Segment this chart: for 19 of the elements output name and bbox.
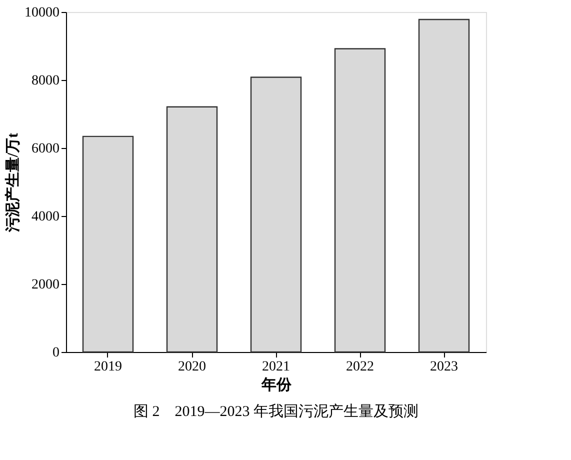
bar	[334, 48, 386, 353]
y-tick-label: 0	[52, 346, 60, 360]
x-tick-label: 2020	[178, 360, 206, 374]
bar	[166, 106, 218, 353]
bar	[250, 76, 302, 353]
x-tick-label: 2023	[430, 360, 458, 374]
caption: 图 2 2019—2023 年我国污泥产生量及预测	[134, 403, 418, 420]
y-tick-label: 8000	[32, 74, 60, 88]
bar	[418, 18, 470, 353]
y-axis-title: 污泥产生量/万t	[4, 132, 22, 234]
x-tick-label: 2022	[346, 360, 374, 374]
x-tick-label: 2021	[262, 360, 290, 374]
x-tick-label: 2019	[94, 360, 122, 374]
x-axis-title: 年份	[260, 376, 292, 394]
bar	[82, 136, 134, 353]
y-tick-label: 6000	[32, 142, 60, 156]
y-tick-label: 4000	[32, 210, 60, 224]
y-tick-label: 2000	[32, 278, 60, 292]
y-tick-label: 10000	[24, 6, 60, 20]
